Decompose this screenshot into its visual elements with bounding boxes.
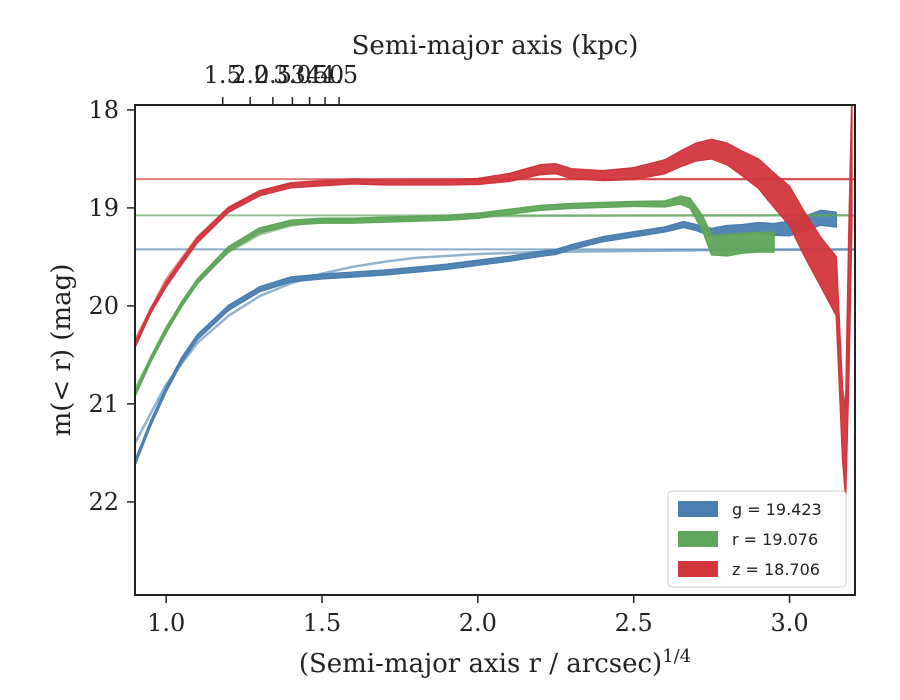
x-tick-label: 2.0	[459, 609, 497, 637]
legend: g = 19.423 r = 19.076 z = 18.706	[667, 490, 847, 588]
profile-band-r	[135, 195, 775, 398]
ticks-layer: 1.0 1.5 2.0 2.5 3.018192021221.52.02.53.03.5…	[88, 61, 808, 637]
top-tick-label: 2.0	[231, 61, 269, 89]
y-tick-label: 20	[88, 292, 119, 320]
x-tick-label: 2.5	[615, 609, 653, 637]
legend-label-r: r = 19.076	[732, 530, 818, 549]
top-tick-label: 3.5	[291, 61, 329, 89]
x-axis-label-superscript: 1/4	[662, 646, 691, 667]
legend-swatch-g	[678, 501, 718, 517]
top-tick-label: 3.0	[273, 61, 311, 89]
x-axis-label-text: (Semi-major axis r / arcsec)	[299, 649, 662, 679]
top-tick-label: 4.5	[320, 61, 358, 89]
legend-label-z: z = 18.706	[732, 560, 820, 579]
x-tick-label: 1.0	[147, 609, 185, 637]
top-axis-label: Semi-major axis (kpc)	[352, 31, 639, 61]
series-layer	[135, 105, 855, 498]
legend-swatch-r	[678, 531, 718, 547]
top-tick-label: 1.5	[204, 61, 242, 89]
legend-label-g: g = 19.423	[732, 500, 822, 519]
legend-swatch-z	[678, 561, 718, 577]
x-axis-label: (Semi-major axis r / arcsec)1/4	[299, 646, 691, 679]
x-tick-label: 3.0	[770, 609, 808, 637]
top-tick-label: 4.0	[306, 61, 344, 89]
y-tick-label: 21	[88, 390, 119, 418]
profile-band-g	[135, 209, 838, 466]
top-tick-label: 2.5	[254, 61, 292, 89]
y-tick-label: 18	[88, 96, 119, 124]
y-tick-label: 22	[88, 488, 119, 516]
model-curve-g	[135, 248, 855, 444]
x-tick-label: 1.5	[303, 609, 341, 637]
profile-band-z	[135, 105, 853, 498]
plot-frame	[134, 104, 856, 596]
y-tick-label: 19	[88, 194, 119, 222]
y-axis-label: m(< r) (mag)	[47, 264, 77, 437]
